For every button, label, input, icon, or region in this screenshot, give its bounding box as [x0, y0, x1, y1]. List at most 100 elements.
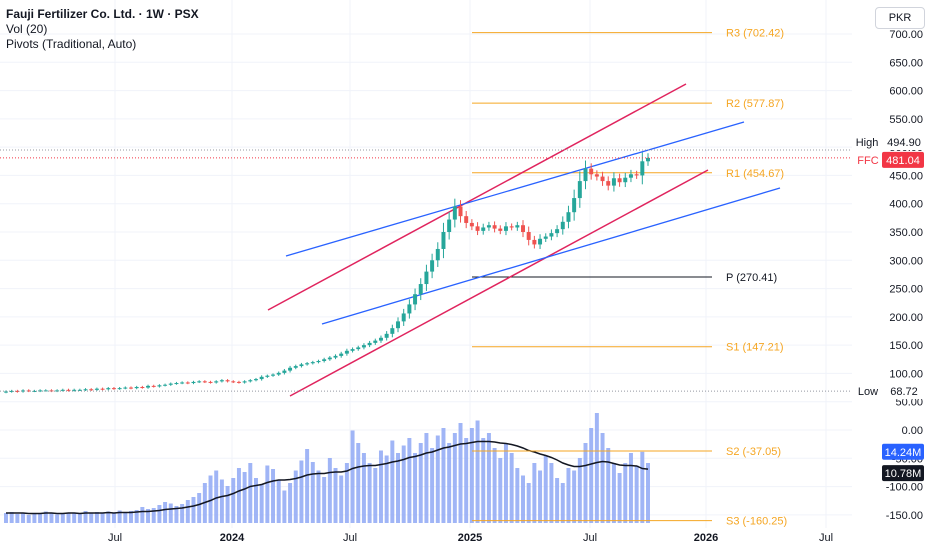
volume-bar: [140, 507, 145, 523]
volume-bar: [271, 469, 276, 523]
volume-bar: [373, 468, 378, 523]
pivot-label-r3: R3 (702.42): [726, 28, 784, 40]
candle-body: [236, 381, 241, 383]
high-low-reference-lines: [0, 149, 852, 392]
volume-bar: [163, 502, 168, 523]
candle-body: [208, 381, 213, 383]
x-tick-label: 2025: [458, 532, 482, 544]
candle-body: [310, 362, 315, 364]
volume-bar: [146, 509, 151, 523]
volume-value: 14.24M: [885, 447, 922, 459]
volume-bar: [447, 443, 452, 523]
y-tick-label: 0.00: [902, 425, 923, 437]
candle-body: [305, 363, 310, 365]
candle-body: [89, 389, 94, 391]
volume-bar: [129, 511, 133, 523]
volume-bars: [4, 413, 650, 523]
candle-body: [464, 216, 469, 223]
candle-body: [526, 232, 531, 240]
volume-bar: [441, 428, 446, 523]
channel-upper-blue: [285, 121, 745, 257]
volume-bar: [521, 475, 525, 523]
y-tick-label: 100.00: [889, 368, 923, 380]
volume-ma-path: [6, 440, 649, 515]
volume-bar: [293, 470, 298, 523]
candle-body: [202, 381, 207, 383]
candle-body: [623, 177, 628, 183]
candlesticks: [4, 152, 650, 394]
trend-channels: [267, 83, 781, 397]
volume-bar: [100, 513, 105, 523]
y-tick-label: 50.00: [895, 397, 923, 409]
volume-bar: [560, 483, 565, 523]
candle-body: [146, 385, 151, 388]
volume-bar: [276, 480, 281, 523]
volume-bar: [49, 512, 54, 523]
volume-bar: [458, 423, 463, 523]
volume-bar: [646, 463, 650, 523]
y-tick-label: 450.00: [889, 170, 923, 182]
volume-bar: [396, 453, 401, 523]
volume-bar: [583, 443, 588, 523]
candle-body: [407, 304, 412, 314]
y-tick-label: 200.00: [889, 312, 923, 324]
candle-body: [611, 178, 616, 186]
candle-body: [600, 176, 605, 182]
candle-body: [151, 385, 156, 387]
y-tick-label: -100.00: [886, 482, 923, 494]
volume-bar: [106, 511, 111, 523]
volume-bar: [532, 463, 537, 523]
candle-body: [134, 387, 139, 389]
volume-bar: [361, 453, 366, 523]
currency-button[interactable]: PKR: [875, 7, 925, 29]
volume-bar: [310, 462, 315, 523]
candle-body: [21, 390, 26, 392]
candle-body: [566, 212, 571, 222]
chart-title[interactable]: Fauji Fertilizer Co. Ltd. · 1W · PSX: [6, 7, 199, 21]
candle-body: [327, 357, 332, 360]
pivot-label-s3: S3 (-160.25): [726, 516, 787, 528]
volume-bar: [180, 504, 185, 523]
candle-body: [435, 248, 440, 261]
volume-bar: [401, 445, 406, 523]
candle-body: [344, 350, 349, 354]
candle-body: [339, 353, 344, 356]
pivots-indicator-label[interactable]: Pivots (Traditional, Auto): [6, 37, 137, 51]
volume-bar: [424, 433, 429, 523]
candle-body: [418, 284, 423, 295]
candle-body: [361, 345, 366, 348]
volume-bar: [151, 508, 156, 523]
candle-body: [174, 383, 179, 385]
last-value: 481.04: [886, 155, 920, 167]
candle-body: [180, 382, 185, 384]
time-axis[interactable]: Jul 2024 Jul 2025 Jul 2026 Jul: [108, 532, 833, 544]
volume-bar: [242, 472, 247, 523]
candle-body: [38, 390, 43, 392]
volume-bar: [640, 451, 645, 523]
volume-bar: [600, 433, 605, 523]
candle-body: [94, 388, 99, 390]
volume-indicator-label[interactable]: Vol (20): [6, 22, 48, 36]
candle-body: [271, 374, 276, 376]
volume-bar: [634, 465, 639, 523]
volume-bar: [288, 483, 293, 523]
candle-body: [77, 389, 82, 391]
volume-bar: [486, 433, 491, 523]
volume-bar: [452, 433, 457, 523]
y-tick-label: 650.00: [889, 57, 923, 69]
candle-body: [441, 232, 446, 249]
candle-body: [594, 174, 599, 177]
volume-bar: [299, 460, 304, 523]
last-value-bg: [882, 151, 924, 168]
candle-body: [634, 174, 639, 176]
candle-body: [424, 271, 429, 285]
volume-bar: [378, 450, 383, 523]
candle-body: [475, 226, 480, 231]
candle-body: [492, 225, 497, 229]
y-tick-label: 600.00: [889, 86, 923, 98]
volume-bar: [543, 455, 548, 523]
volume-bar: [430, 448, 435, 523]
symbol-text: FFC: [857, 155, 878, 167]
candle-body: [106, 388, 111, 390]
